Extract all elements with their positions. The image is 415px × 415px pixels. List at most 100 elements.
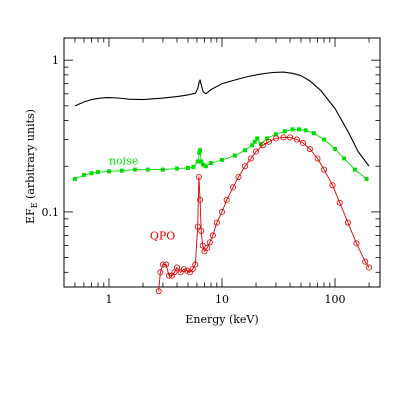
x-tick-label: 1	[105, 293, 112, 306]
data-point-noise	[96, 170, 101, 175]
data-point-qpo	[229, 184, 236, 191]
data-point-qpo	[213, 219, 220, 226]
data-point-qpo	[218, 208, 225, 215]
data-point-noise	[255, 136, 260, 141]
axis-tick-labels: 1 10 100 0.1 1	[42, 54, 346, 306]
series-line-qpo	[158, 136, 370, 292]
y-axis-label-main: EF	[24, 208, 37, 224]
data-point-noise	[252, 139, 257, 144]
data-point-qpo	[265, 138, 272, 145]
data-point-noise	[195, 159, 200, 164]
data-point-qpo	[353, 240, 360, 247]
data-point-qpo	[204, 244, 211, 251]
data-point-qpo	[344, 219, 351, 226]
data-point-noise	[145, 167, 150, 172]
data-point-qpo	[192, 261, 199, 268]
annotation-qpo: QPO	[150, 229, 175, 242]
y-tick-label: 1	[52, 54, 59, 67]
data-point-noise	[209, 161, 214, 166]
data-point-noise	[311, 131, 316, 136]
data-point-noise	[273, 132, 278, 137]
data-point-noise	[175, 166, 180, 171]
data-point-noise	[322, 137, 327, 142]
data-point-noise	[203, 164, 208, 169]
data-point-noise	[201, 162, 206, 167]
data-point-qpo	[293, 136, 300, 143]
data-point-noise	[290, 127, 295, 132]
data-point-noise	[232, 153, 237, 158]
data-point-noise	[72, 176, 77, 181]
data-point-noise	[198, 148, 203, 153]
data-point-qpo	[194, 223, 201, 230]
data-point-qpo	[206, 239, 213, 246]
x-tick-label: 100	[325, 293, 346, 306]
data-point-qpo	[157, 269, 164, 276]
x-tick-label: 10	[215, 293, 229, 306]
data-point-noise	[341, 156, 346, 161]
data-point-noise	[333, 146, 338, 151]
data-point-qpo	[183, 267, 190, 274]
data-point-noise	[303, 128, 308, 133]
x-axis-label: Energy (keV)	[185, 313, 258, 326]
data-point-qpo	[177, 269, 184, 276]
data-point-qpo	[329, 182, 336, 189]
data-point-qpo	[247, 155, 254, 162]
y-axis-label-sub: E	[30, 202, 39, 208]
data-point-qpo	[366, 264, 373, 271]
data-point-noise	[282, 129, 287, 134]
data-point-qpo	[209, 232, 216, 239]
data-point-noise	[199, 159, 204, 164]
data-point-noise	[185, 165, 190, 170]
data-point-noise	[352, 167, 357, 172]
data-point-noise	[89, 171, 94, 176]
data-point-qpo	[155, 288, 162, 295]
data-point-qpo	[306, 145, 313, 152]
data-point-qpo	[198, 227, 205, 234]
data-point-qpo	[159, 261, 166, 268]
data-point-qpo	[253, 148, 260, 155]
data-point-noise	[160, 167, 165, 172]
data-point-noise	[243, 148, 248, 153]
data-point-qpo	[235, 173, 242, 180]
data-point-qpo	[174, 264, 181, 271]
data-point-noise	[81, 173, 86, 178]
annotations: noise QPO	[109, 155, 175, 243]
data-point-qpo	[299, 139, 306, 146]
y-axis-label-rest: (arbitrary units)	[24, 109, 37, 202]
y-tick-label: 0.1	[42, 206, 60, 219]
data-point-qpo	[242, 163, 249, 170]
data-point-qpo	[280, 134, 287, 141]
data-point-qpo	[197, 196, 204, 203]
data-point-qpo	[259, 142, 266, 149]
data-point-qpo	[163, 261, 170, 268]
data-point-qpo	[223, 196, 230, 203]
data-point-qpo	[362, 258, 369, 265]
data-point-noise	[191, 164, 196, 169]
data-point-qpo	[314, 155, 321, 162]
data-point-qpo	[166, 272, 173, 279]
data-point-noise	[106, 169, 111, 174]
annotation-noise: noise	[109, 155, 138, 168]
data-point-qpo	[189, 266, 196, 273]
data-point-noise	[220, 157, 224, 162]
data-point-noise	[364, 176, 369, 181]
y-axis-label: EFE (arbitrary units)	[24, 109, 39, 224]
data-point-noise	[133, 167, 138, 172]
series-total	[74, 71, 370, 167]
axis-ticks	[63, 38, 380, 287]
data-point-noise	[197, 150, 202, 155]
series-qpo	[155, 134, 373, 295]
data-point-qpo	[195, 173, 202, 180]
data-point-qpo	[287, 134, 294, 141]
data-point-qpo	[180, 266, 187, 273]
series-layer	[72, 71, 373, 295]
data-point-qpo	[321, 166, 328, 173]
data-point-qpo	[171, 269, 178, 276]
series-line-total	[74, 71, 370, 167]
data-point-noise	[119, 168, 124, 173]
data-point-noise	[264, 136, 269, 141]
data-point-qpo	[272, 135, 279, 142]
data-point-noise	[296, 127, 301, 132]
data-point-qpo	[336, 199, 343, 206]
